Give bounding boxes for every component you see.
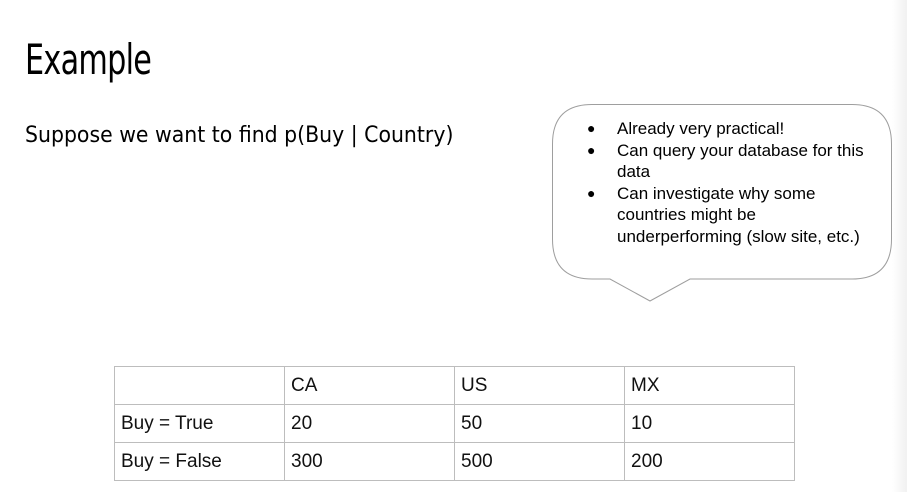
bullet-text: Can query your database for this data (617, 140, 864, 182)
table-header-cell: MX (624, 366, 795, 405)
slide-subtitle: Suppose we want to find p(Buy | Country) (25, 123, 454, 148)
table-cell: 500 (454, 442, 625, 481)
table-header-cell: CA (284, 366, 455, 405)
table-row-label: Buy = False (114, 442, 285, 481)
table-cell: 20 (284, 404, 455, 443)
table-header-cell (114, 366, 285, 405)
table-cell: 50 (454, 404, 625, 443)
bullet-item: ● Can investigate why some countries mig… (552, 183, 872, 248)
buy-by-country-table: CA US MX Buy = True 20 50 10 Buy = False… (114, 366, 795, 481)
table-header-row: CA US MX (114, 366, 795, 405)
speech-bubble-shape (552, 104, 892, 302)
table-cell: 10 (624, 404, 795, 443)
slide-title: Example (25, 35, 152, 84)
speech-bubble-callout: ● Already very practical! ● Can query yo… (552, 104, 892, 304)
callout-bullet-list: ● Already very practical! ● Can query yo… (552, 118, 872, 247)
slide-edge-shadow (892, 0, 907, 492)
table-row: Buy = True 20 50 10 (114, 404, 795, 443)
bullet-text: Can investigate why some countries might… (617, 183, 860, 246)
bullet-item: ● Already very practical! (552, 118, 872, 140)
bullet-dot-icon: ● (587, 120, 596, 136)
table-header-cell: US (454, 366, 625, 405)
bullet-dot-icon: ● (587, 184, 596, 201)
table-cell: 200 (624, 442, 795, 481)
table-row-label: Buy = True (114, 404, 285, 443)
bullet-item: ● Can query your database for this data (552, 140, 872, 183)
bullet-text: Already very practical! (617, 119, 785, 138)
table-cell: 300 (284, 442, 455, 481)
bullet-dot-icon: ● (587, 141, 596, 158)
table-row: Buy = False 300 500 200 (114, 442, 795, 481)
